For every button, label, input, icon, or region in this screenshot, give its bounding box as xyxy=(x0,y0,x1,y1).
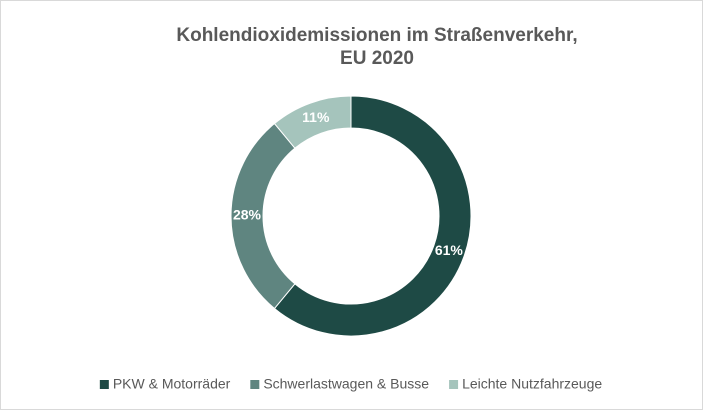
chart-title: EU 2020 xyxy=(340,48,414,69)
donut-segment xyxy=(273,95,352,149)
legend-label: Schwerlastwagen & Busse xyxy=(263,376,429,392)
legend-label: PKW & Motorräder xyxy=(113,376,231,392)
legend-swatch xyxy=(99,380,109,389)
data-label: 61% xyxy=(435,242,464,258)
donut-segment xyxy=(273,95,472,337)
legend-swatch xyxy=(449,380,459,389)
legend-swatch xyxy=(250,380,260,389)
legend-label: Leichte Nutzfahrzeuge xyxy=(462,376,602,392)
data-label: 11% xyxy=(302,109,330,125)
data-label: 28% xyxy=(233,207,262,223)
chart-title: Kohlendioxidemissionen im Straßenverkehr… xyxy=(176,25,577,46)
